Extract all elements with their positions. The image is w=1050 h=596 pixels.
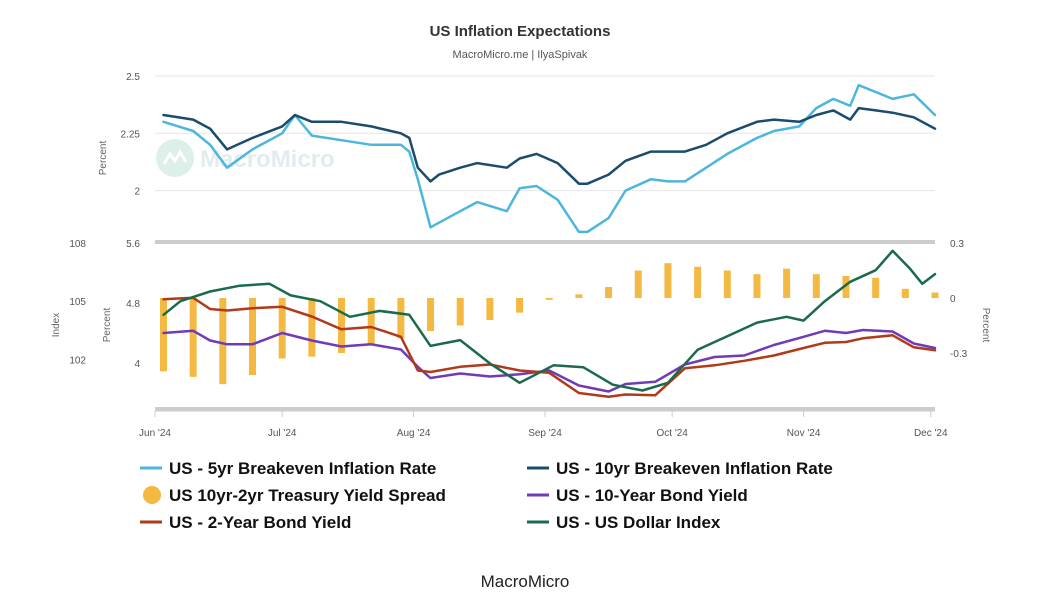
us-10yr-2yr-treasury-yield-spread-bar bbox=[456, 298, 464, 326]
us-10yr-2yr-treasury-yield-spread-bar bbox=[427, 298, 435, 331]
top-panel: 2.5 2.25 2 Percent bbox=[98, 72, 937, 234]
bottom-left-percent-tick-label: 4 bbox=[134, 359, 140, 370]
x-tick-label: Jul '24 bbox=[268, 428, 297, 439]
x-axis: Jun '24 Jul '24 Aug '24 Sep '24 Oct '24 Nov '… bbox=[139, 410, 948, 439]
legend-dot-icon bbox=[143, 486, 161, 504]
us-10yr-2yr-treasury-yield-spread-bar bbox=[605, 287, 613, 298]
panel-separator-top bbox=[155, 240, 935, 244]
bottom-left-index-tick-label: 105 bbox=[69, 297, 86, 308]
watermark: MacroMicro bbox=[156, 139, 335, 177]
bottom-left-index-tick-label: 102 bbox=[69, 355, 86, 366]
us-10yr-2yr-treasury-yield-spread-bar bbox=[516, 298, 524, 313]
x-tick-label: Dec '24 bbox=[914, 428, 948, 439]
bottom-left-index-ticks: 108 105 102 bbox=[69, 239, 86, 366]
top-y-tick-label: 2.25 bbox=[121, 129, 141, 140]
top-y-axis-title: Percent bbox=[98, 141, 109, 176]
legend-item-us-10yr-breakeven-inflation-rate[interactable]: US - 10yr Breakeven Inflation Rate bbox=[527, 459, 833, 478]
us-10yr-2yr-treasury-yield-spread-bar bbox=[575, 294, 583, 298]
x-tick-label: Aug '24 bbox=[397, 428, 431, 439]
us-10yr-2yr-treasury-yield-spread-bar bbox=[753, 274, 761, 298]
us-10yr-2yr-treasury-yield-spread-bar bbox=[901, 288, 909, 298]
us-5yr-breakeven-inflation-rate-line bbox=[162, 83, 937, 234]
top-series-layer bbox=[162, 83, 937, 234]
legend-item-us-2-year-bond-yield[interactable]: US - 2-Year Bond Yield bbox=[140, 513, 351, 532]
chart-title: US Inflation Expectations bbox=[430, 23, 611, 40]
us-10yr-2yr-treasury-yield-spread-bar bbox=[338, 298, 346, 353]
top-y-tick-label: 2.5 bbox=[126, 72, 140, 83]
us-10-year-bond-yield-line bbox=[162, 328, 937, 393]
legend-item-us-10yr-2yr-treasury-yield-spread[interactable]: US 10yr-2yr Treasury Yield Spread bbox=[143, 486, 446, 505]
x-tick-label: Oct '24 bbox=[656, 428, 688, 439]
legend-label: US 10yr-2yr Treasury Yield Spread bbox=[169, 486, 446, 505]
top-y-tick-label: 2 bbox=[134, 187, 140, 198]
spread-bars bbox=[159, 263, 939, 385]
us-10yr-2yr-treasury-yield-spread-bar bbox=[308, 298, 316, 357]
bottom-left-percent-axis-title: Percent bbox=[102, 308, 113, 343]
us-10yr-2yr-treasury-yield-spread-bar bbox=[664, 263, 672, 298]
legend-label: US - 5yr Breakeven Inflation Rate bbox=[169, 459, 436, 478]
legend-item-us-5yr-breakeven-inflation-rate[interactable]: US - 5yr Breakeven Inflation Rate bbox=[140, 459, 436, 478]
bottom-left-index-axis-title: Index bbox=[51, 313, 62, 337]
bottom-right-tick-label: -0.3 bbox=[950, 349, 968, 360]
us-10yr-2yr-treasury-yield-spread-bar bbox=[367, 298, 375, 344]
panel-separator-bottom bbox=[155, 407, 935, 411]
us-10yr-2yr-treasury-yield-spread-bar bbox=[812, 274, 820, 298]
bottom-right-axis-title: Percent bbox=[980, 308, 991, 343]
bottom-left-percent-tick-label: 4.8 bbox=[126, 299, 140, 310]
legend-item-us-10-year-bond-yield[interactable]: US - 10-Year Bond Yield bbox=[527, 486, 748, 505]
us-10yr-2yr-treasury-yield-spread-bar bbox=[159, 298, 167, 372]
legend: US - 5yr Breakeven Inflation Rate US - 10… bbox=[140, 459, 833, 532]
bottom-right-percent-ticks: 0.3 0 -0.3 bbox=[950, 239, 968, 360]
top-y-ticks: 2.5 2.25 2 bbox=[121, 72, 141, 198]
watermark-logo-mark-icon bbox=[162, 149, 188, 165]
us-10yr-2yr-treasury-yield-spread-bar bbox=[397, 298, 405, 339]
us-10yr-2yr-treasury-yield-spread-bar bbox=[694, 266, 702, 298]
us-10yr-2yr-treasury-yield-spread-bar bbox=[249, 298, 256, 375]
chart-subtitle: MacroMicro.me | IlyaSpivak bbox=[453, 49, 588, 61]
us-10yr-2yr-treasury-yield-spread-bar bbox=[278, 298, 286, 359]
x-tick-label: Nov '24 bbox=[787, 428, 821, 439]
us-10yr-2yr-treasury-yield-spread-bar bbox=[872, 277, 880, 298]
legend-label: US - 10yr Breakeven Inflation Rate bbox=[556, 459, 833, 478]
bottom-series-layer bbox=[162, 249, 937, 399]
us-us-dollar-index-line bbox=[162, 249, 937, 392]
bottom-left-index-tick-label: 108 bbox=[69, 239, 86, 250]
us-10yr-2yr-treasury-yield-spread-bar bbox=[486, 298, 494, 320]
us-10yr-breakeven-inflation-rate-line bbox=[162, 106, 937, 185]
x-tick-label: Jun '24 bbox=[139, 428, 171, 439]
us-10yr-2yr-treasury-yield-spread-bar bbox=[634, 270, 642, 298]
bottom-panel: 5.6 4.8 4 108 105 102 0.3 0 -0.3 Percent Index… bbox=[51, 239, 991, 399]
us-10yr-2yr-treasury-yield-spread-bar bbox=[842, 276, 850, 298]
us-10yr-2yr-treasury-yield-spread-bar bbox=[723, 270, 731, 298]
us-10yr-2yr-treasury-yield-spread-bar bbox=[545, 298, 553, 300]
us-10yr-2yr-treasury-yield-spread-bar bbox=[783, 268, 791, 298]
legend-label: US - US Dollar Index bbox=[556, 513, 721, 532]
bottom-right-tick-label: 0.3 bbox=[950, 239, 964, 250]
chart-canvas: US Inflation Expectations MacroMicro.me … bbox=[51, 23, 991, 532]
top-gridlines bbox=[155, 75, 935, 192]
bottom-left-percent-tick-label: 5.6 bbox=[126, 239, 140, 250]
us-10yr-2yr-treasury-yield-spread-bar bbox=[189, 298, 197, 377]
footer-credit: MacroMicro bbox=[480, 572, 570, 591]
us-2-year-bond-yield-line bbox=[162, 296, 937, 399]
legend-label: US - 2-Year Bond Yield bbox=[169, 513, 351, 532]
us-10yr-2yr-treasury-yield-spread-bar bbox=[931, 292, 939, 298]
x-tick-label: Sep '24 bbox=[528, 428, 562, 439]
legend-item-us-us-dollar-index[interactable]: US - US Dollar Index bbox=[527, 513, 721, 532]
us-10yr-2yr-treasury-yield-spread-bar bbox=[219, 298, 227, 385]
bottom-left-percent-ticks: 5.6 4.8 4 bbox=[126, 239, 140, 370]
bottom-right-tick-label: 0 bbox=[950, 294, 956, 305]
legend-label: US - 10-Year Bond Yield bbox=[556, 486, 748, 505]
